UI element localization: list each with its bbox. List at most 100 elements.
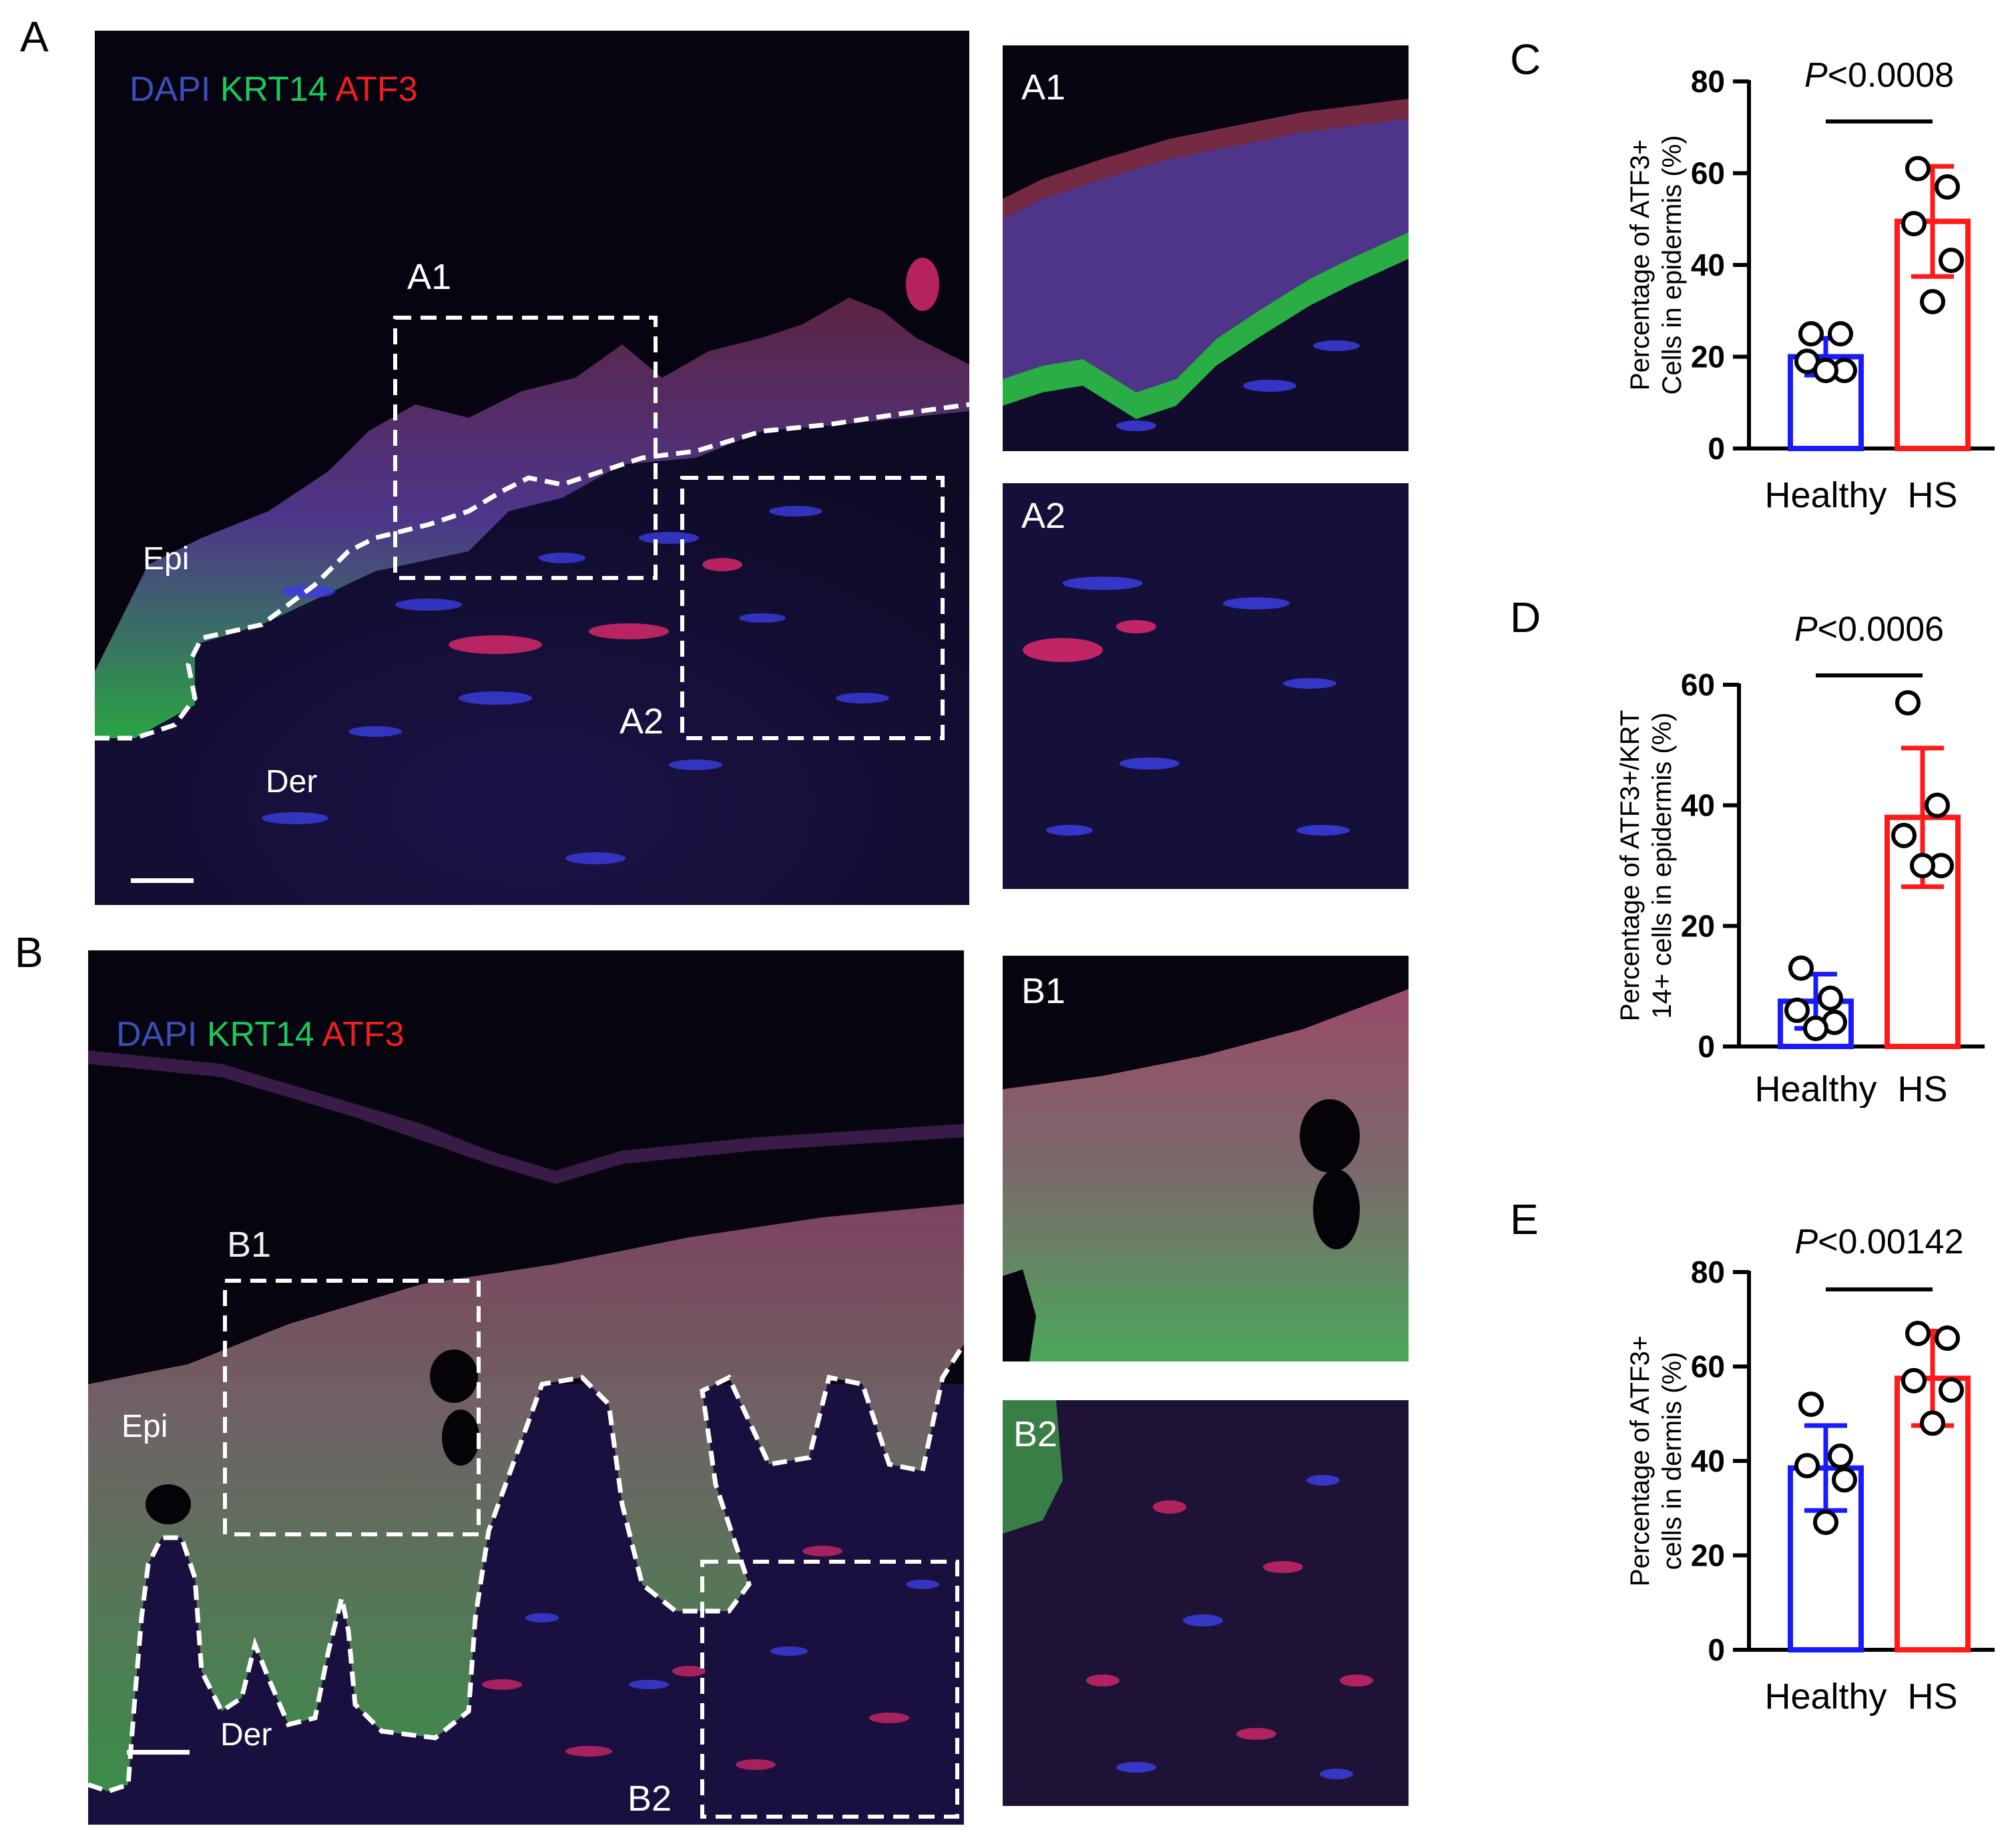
data-point xyxy=(1798,321,1824,347)
krt14-label: KRT14 xyxy=(206,1015,314,1054)
y-axis-label: cells in dermis (%) xyxy=(1658,1352,1687,1570)
inset-b1-drawing xyxy=(1003,956,1409,1361)
inset-a1: A1 xyxy=(1003,45,1409,451)
data-point xyxy=(1813,1509,1838,1535)
scale-bar-b xyxy=(127,1750,190,1755)
inset-a1-label: A1 xyxy=(1021,67,1066,107)
panel-letter-e: E xyxy=(1510,1195,1539,1243)
x-tick-label: Healthy xyxy=(1764,475,1886,515)
data-point xyxy=(1939,248,1964,274)
inset-b2: B2 xyxy=(1003,1400,1409,1806)
x-tick-label: Healthy xyxy=(1754,1069,1876,1108)
chart-c-svg: 0 20 40 60 80 Percentage of ATF3+ Cells in epi… xyxy=(1625,56,1995,515)
data-point xyxy=(1895,690,1921,716)
x-tick-label: HS xyxy=(1897,1069,1947,1108)
region-epi-label: Epi xyxy=(143,541,190,577)
data-point xyxy=(1905,1320,1931,1346)
data-point xyxy=(1920,289,1945,314)
chart-d: 0 20 40 60 Percentage of ATF3+/KRT 14+ cells … xyxy=(1522,601,2016,1109)
data-point xyxy=(1939,1377,1964,1403)
data-point xyxy=(1920,1410,1945,1436)
data-point xyxy=(1798,1392,1824,1418)
y-tick-label: 40 xyxy=(1691,1444,1725,1478)
inset-b2-drawing xyxy=(1003,1400,1409,1806)
p-value-prefix: P xyxy=(1804,56,1828,95)
panel-a-micrograph: DAPI KRT14 ATF3 A1 A2 Epi Der xyxy=(95,31,969,905)
y-axis-label: Percentage of ATF3+/KRT xyxy=(1615,710,1645,1022)
region-epi-label: Epi xyxy=(121,1409,168,1444)
chart-e: 0 20 40 60 80 Percentage of ATF3+ cells in der… xyxy=(1522,1215,2016,1722)
y-tick-label: 20 xyxy=(1691,1538,1725,1573)
p-value-prefix: P xyxy=(1794,610,1818,649)
panel-letter-c: C xyxy=(1510,35,1541,83)
y-axis-label: Percentage of ATF3+ xyxy=(1625,139,1655,390)
y-tick-label: 40 xyxy=(1691,248,1725,282)
y-tick-label: 80 xyxy=(1691,64,1725,99)
box-a1-label: A1 xyxy=(407,257,452,297)
box-b1-label: B1 xyxy=(227,1225,272,1265)
data-point xyxy=(1935,174,1960,200)
data-point xyxy=(1832,1467,1857,1493)
y-tick-label: 0 xyxy=(1708,431,1725,466)
inset-b1: B1 xyxy=(1003,956,1409,1361)
chart-d-svg: 0 20 40 60 Percentage of ATF3+/KRT 14+ cells … xyxy=(1615,610,1985,1109)
dapi-label: DAPI xyxy=(116,1015,198,1054)
region-der-label: Der xyxy=(220,1717,272,1753)
y-tick-label: 80 xyxy=(1691,1255,1725,1289)
inset-a2: A2 xyxy=(1003,483,1409,889)
panel-letter-d: D xyxy=(1510,593,1541,641)
box-b2-label: B2 xyxy=(627,1779,672,1819)
chart-c: 0 20 40 60 80 Percentage of ATF3+ Cells in epi… xyxy=(1522,40,2016,521)
panel-letter-b: B xyxy=(15,928,43,976)
inset-b1-label: B1 xyxy=(1021,971,1066,1011)
data-point xyxy=(1905,156,1931,182)
p-value-prefix: P xyxy=(1794,1223,1818,1261)
y-tick-label: 60 xyxy=(1691,156,1725,191)
chart-e-svg: 0 20 40 60 80 Percentage of ATF3+ cells in der… xyxy=(1625,1223,1995,1717)
data-point xyxy=(1910,853,1935,878)
data-point xyxy=(1788,955,1814,981)
p-value-number: <0.00142 xyxy=(1818,1223,1963,1261)
data-point xyxy=(1828,321,1853,347)
inset-a1-drawing xyxy=(1003,45,1409,451)
scale-bar-a xyxy=(131,878,194,883)
x-tick-label: HS xyxy=(1907,475,1957,515)
data-point xyxy=(1828,1443,1853,1469)
y-tick-label: 0 xyxy=(1698,1029,1715,1064)
panel-a-tissue-drawing xyxy=(95,31,969,905)
dapi-label: DAPI xyxy=(130,70,211,109)
panel-a-channel-legend: DAPI KRT14 ATF3 xyxy=(130,69,418,109)
krt14-label: KRT14 xyxy=(220,70,328,109)
y-tick-label: 20 xyxy=(1681,908,1715,943)
p-value-label: P<0.0006 xyxy=(1794,610,1944,649)
data-point xyxy=(1784,997,1810,1023)
y-tick-label: 60 xyxy=(1691,1349,1725,1384)
y-tick-label: 20 xyxy=(1691,340,1725,374)
atf3-label: ATF3 xyxy=(335,70,418,109)
data-point xyxy=(1818,985,1843,1011)
p-value-number: <0.0008 xyxy=(1828,56,1954,95)
y-tick-label: 0 xyxy=(1708,1632,1725,1667)
y-axis-label: Cells in epidermis (%) xyxy=(1658,135,1687,395)
x-tick-label: Healthy xyxy=(1764,1676,1886,1717)
y-axis-label: Percentage of ATF3+ xyxy=(1625,1335,1655,1586)
data-point xyxy=(1891,822,1917,848)
data-point xyxy=(1935,1325,1960,1351)
data-point xyxy=(1813,358,1838,384)
atf3-label: ATF3 xyxy=(322,1015,405,1054)
inset-b2-label: B2 xyxy=(1013,1414,1058,1454)
panel-b-channel-legend: DAPI KRT14 ATF3 xyxy=(116,1014,405,1054)
panel-b-tissue-drawing xyxy=(88,950,964,1825)
y-tick-label: 40 xyxy=(1681,788,1715,823)
p-value-number: <0.0006 xyxy=(1818,610,1944,649)
data-point xyxy=(1794,1453,1820,1479)
data-point xyxy=(1901,211,1927,237)
p-value-label: P<0.00142 xyxy=(1794,1223,1963,1261)
data-point xyxy=(1901,1367,1927,1394)
x-tick-label: HS xyxy=(1907,1676,1957,1717)
box-a2-label: A2 xyxy=(619,701,664,741)
panel-letter-a: A xyxy=(20,13,49,61)
data-point xyxy=(1803,1015,1828,1041)
p-value-label: P<0.0008 xyxy=(1804,56,1954,95)
region-der-label: Der xyxy=(266,764,318,800)
